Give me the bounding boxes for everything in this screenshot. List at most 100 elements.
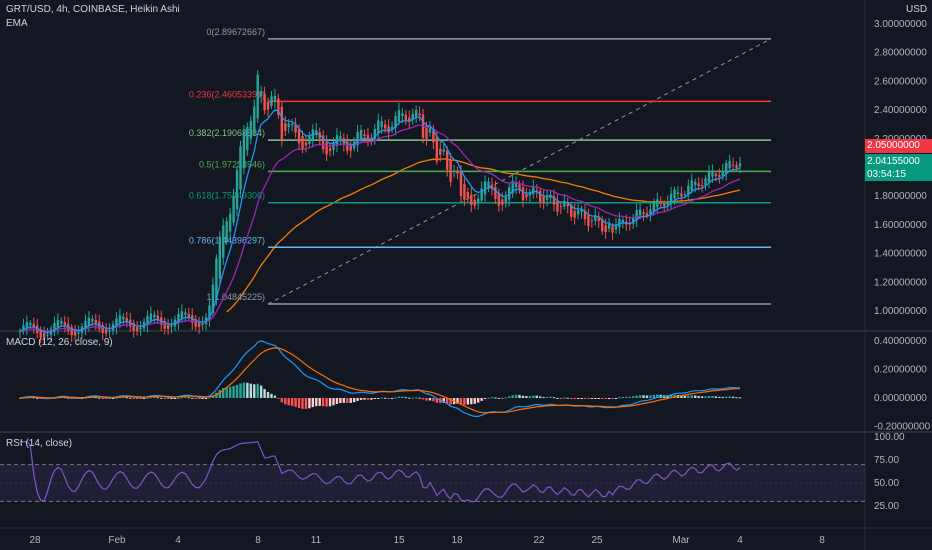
ema-slow-path <box>226 158 741 313</box>
candle-body <box>315 130 318 135</box>
macd-histogram-bar <box>308 398 311 409</box>
macd-histogram-bar <box>690 395 693 398</box>
macd-histogram-bar <box>187 397 191 399</box>
macd-histogram-bar <box>249 383 253 398</box>
candle-body <box>321 135 325 150</box>
macd-histogram-bar <box>215 392 218 398</box>
candle-body <box>669 193 673 204</box>
candle-body <box>294 124 297 133</box>
candle-body <box>566 203 569 207</box>
candle-body <box>428 128 432 133</box>
time-axis-label: 11 <box>311 535 322 546</box>
macd-histogram-bar <box>125 397 128 399</box>
candle-body <box>53 323 56 332</box>
candle-body <box>728 161 731 169</box>
macd-histogram-bar <box>287 398 290 406</box>
time-axis-label: 25 <box>591 535 603 546</box>
macd-histogram-bar <box>507 396 511 398</box>
price-scales[interactable]: 3.00000000 2.80000000 2.60000000 2.40000000… <box>874 19 931 512</box>
symbol-title[interactable]: GRT/USD, 4h, COINBASE, Heikin Ashi <box>6 4 180 15</box>
fib-level-label: 0.382(2.19068584) <box>189 128 265 138</box>
candle-body <box>77 332 80 334</box>
macd-histogram-bar <box>235 384 239 398</box>
macd-histogram-bar <box>700 396 704 398</box>
macd-histogram-bar <box>435 398 439 403</box>
candle-body <box>273 95 277 102</box>
fibonacci-retracement[interactable]: 0(2.89672667) 0.236(2.46053391) 0.382(2.19… <box>189 27 772 305</box>
time-axis[interactable]: 28 Feb 4 8 11 15 18 22 25 Mar 4 8 <box>29 535 825 546</box>
price-scale-label: 1.20000000 <box>874 277 927 288</box>
candle-body <box>135 327 139 332</box>
candle-body <box>187 313 191 318</box>
macd-histogram-bar <box>559 398 563 399</box>
price-scale-label: 1.00000000 <box>874 306 927 317</box>
macd-histogram-bar <box>180 397 184 399</box>
candle-body <box>380 121 383 128</box>
candle-body <box>397 109 401 123</box>
macd-scale-label: 0.00000000 <box>874 393 927 404</box>
candle-body <box>25 322 29 329</box>
candle-body <box>442 149 445 152</box>
macd-histogram-bar <box>604 398 607 399</box>
macd-histogram-bar <box>511 395 514 398</box>
ema-label[interactable]: EMA <box>6 18 28 29</box>
macd-histogram-bar <box>635 395 638 398</box>
rsi-legend[interactable]: RSI (14, close) <box>6 438 72 449</box>
candle-body <box>501 199 504 205</box>
macd-histogram-bar <box>67 397 70 399</box>
symbol-legend[interactable]: GRT/USD, 4h, COINBASE, Heikin Ashi <box>6 4 180 15</box>
candle-body <box>656 199 659 207</box>
macd-histogram-bar <box>621 396 625 398</box>
time-axis-label: Feb <box>108 535 126 546</box>
candle-body <box>146 316 149 326</box>
macd-histogram-bar <box>332 398 335 406</box>
macd-histogram-bar <box>153 396 156 398</box>
macd-histogram-bar <box>625 396 628 398</box>
candle-body <box>18 331 22 333</box>
candle-body <box>318 132 321 139</box>
candle-body <box>470 194 473 205</box>
candle-body <box>590 220 594 222</box>
candle-body <box>218 236 222 279</box>
macd-histogram-bar <box>39 398 42 399</box>
macd-histogram-bar <box>725 396 728 398</box>
macd-histogram-bar <box>638 395 642 398</box>
candle-body <box>676 192 680 195</box>
price-scale-label: 2.60000000 <box>874 76 927 87</box>
candle-body <box>704 178 707 186</box>
macd-histogram-bar <box>525 396 528 398</box>
candle-body <box>32 324 35 328</box>
rsi-pane <box>20 440 741 503</box>
macd-histogram-bar <box>707 396 711 398</box>
candle-body <box>383 124 387 129</box>
candle-body <box>611 226 614 233</box>
macd-histogram-bar <box>321 398 325 407</box>
candle-body <box>632 217 635 224</box>
macd-label[interactable]: MACD (12, 26, close, 9) <box>6 337 113 348</box>
candle-body <box>401 113 404 117</box>
candle-body <box>242 132 246 169</box>
macd-histogram-bar <box>259 385 263 398</box>
currency-button[interactable]: USD <box>906 4 928 15</box>
macd-histogram-bar <box>697 395 700 398</box>
candle-body <box>528 192 532 196</box>
macd-histogram-bar <box>535 395 538 398</box>
macd-histogram-bar <box>280 398 284 403</box>
macd-histogram-bar <box>170 398 173 399</box>
macd-histogram-bar <box>149 397 153 399</box>
candle-body <box>687 185 690 195</box>
candle-body <box>680 193 683 197</box>
candle-body <box>576 210 580 215</box>
price-scale-label: 1.80000000 <box>874 191 927 202</box>
macd-legend[interactable]: MACD (12, 26, close, 9) <box>6 337 113 348</box>
macd-histogram-bar <box>580 398 583 399</box>
macd-histogram-bar <box>394 397 397 399</box>
ema-legend[interactable]: EMA <box>6 18 28 29</box>
macd-histogram-bar <box>373 398 377 399</box>
macd-histogram-bar <box>225 387 228 398</box>
macd-histogram-bar <box>473 398 476 404</box>
candle-body <box>711 171 714 177</box>
rsi-label[interactable]: RSI (14, close) <box>6 438 73 449</box>
candle-body <box>387 126 390 133</box>
